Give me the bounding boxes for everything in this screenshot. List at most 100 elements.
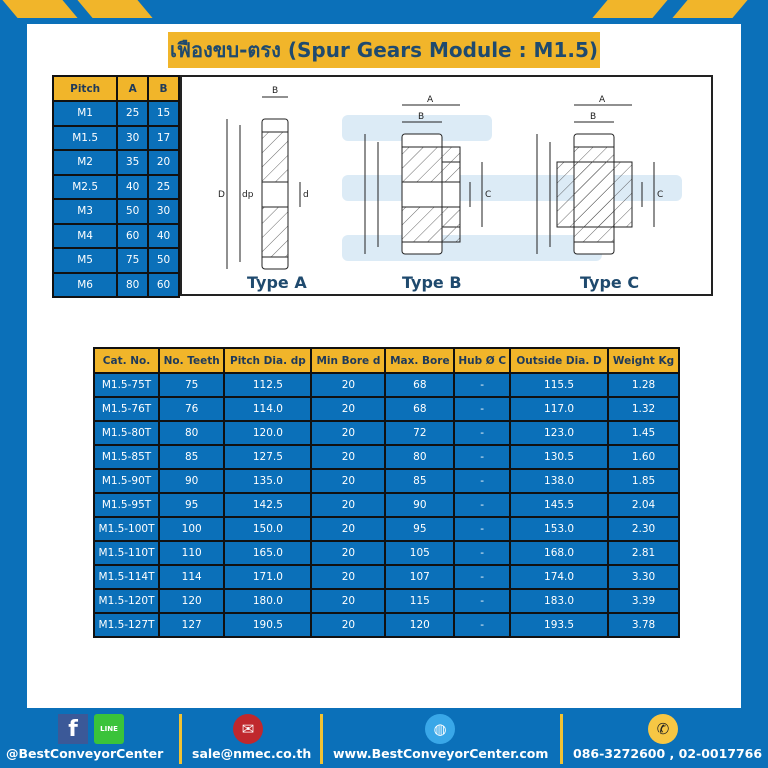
type-a-label: Type A — [247, 273, 307, 292]
spec-cell: M1.5-90T — [92, 468, 161, 494]
spec-cell: 115 — [384, 588, 456, 614]
phone-numbers[interactable]: 086-3272600 , 02-0017766 — [573, 746, 763, 761]
spec-cell: 20 — [310, 420, 387, 446]
type-a-drawing — [226, 96, 301, 270]
spec-cell: 20 — [310, 540, 387, 566]
spec-cell: 174.0 — [509, 564, 610, 590]
spec-cell: 3.78 — [607, 612, 680, 638]
spec-cell: 120 — [158, 588, 226, 614]
social-handle[interactable]: @BestConveyorCenter — [6, 746, 164, 761]
table-row: M3 50 30 — [51, 198, 180, 225]
decor-stripe — [592, 0, 668, 18]
spec-table: Cat. No. No. Teeth Pitch Dia. dp Min Bore d… — [92, 347, 680, 638]
spec-cell: 115.5 — [509, 372, 610, 398]
spec-header-cell: Weight Kg — [607, 347, 680, 374]
spec-cell: 20 — [310, 564, 387, 590]
dim-label-b: B — [590, 112, 596, 122]
email-icon: ✉ — [233, 714, 263, 744]
pitch-cell: 75 — [116, 247, 150, 274]
spec-cell: 1.60 — [607, 444, 680, 470]
table-row: M1 25 15 — [51, 100, 180, 127]
spec-cell: 120 — [384, 612, 456, 638]
table-row: M1.5-114T 114 171.0 20 107-174.0 3.30 — [92, 564, 680, 590]
spec-cell: 168.0 — [509, 540, 610, 566]
spec-header-cell: Max. Bore — [384, 347, 456, 374]
table-row: M1.5-75T 75 112.5 20 68-115.5 1.28 — [92, 372, 680, 398]
spec-cell: 1.85 — [607, 468, 680, 494]
spec-cell: 145.5 — [509, 492, 610, 518]
spec-cell: 3.39 — [607, 588, 680, 614]
spec-cell: M1.5-80T — [92, 420, 161, 446]
spec-cell: 80 — [384, 444, 456, 470]
spec-cell: 120.0 — [223, 420, 313, 446]
spec-cell: M1.5-127T — [92, 612, 161, 638]
spec-header-cell: No. Teeth — [158, 347, 226, 374]
spec-cell: 3.30 — [607, 564, 680, 590]
spec-cell: 138.0 — [509, 468, 610, 494]
spec-cell: 135.0 — [223, 468, 313, 494]
spec-cell: 20 — [310, 372, 387, 398]
spec-cell: 20 — [310, 396, 387, 422]
spec-cell: 165.0 — [223, 540, 313, 566]
pitch-cell: 40 — [116, 173, 150, 200]
spec-cell: 1.45 — [607, 420, 680, 446]
table-row: M2.5 40 25 — [51, 173, 180, 200]
line-icon[interactable]: LINE — [94, 714, 124, 744]
spec-cell: 68 — [384, 372, 456, 398]
footer: f LINE @BestConveyorCenter ✉ sale@nmec.c… — [0, 710, 768, 768]
spec-cell: 80 — [158, 420, 226, 446]
spec-cell: 20 — [310, 516, 387, 542]
decor-stripe — [2, 0, 78, 18]
website-link[interactable]: www.BestConveyorCenter.com — [333, 746, 549, 761]
type-b-label: Type B — [402, 273, 462, 292]
table-row: M1.5-76T 76 114.0 20 68-117.0 1.32 — [92, 396, 680, 422]
pitch-cell: 60 — [147, 271, 180, 298]
table-row: M5 75 50 — [51, 247, 180, 274]
spec-cell: - — [453, 564, 512, 590]
pitch-cell: 40 — [147, 222, 180, 249]
spec-cell: M1.5-95T — [92, 492, 161, 518]
spec-cell: - — [453, 540, 512, 566]
pitch-cell: 50 — [147, 247, 180, 274]
table-row: M1.5-127T 127 190.5 20 120-193.5 3.78 — [92, 612, 680, 638]
spec-cell: 76 — [158, 396, 226, 422]
pitch-cell: 17 — [147, 124, 180, 151]
spec-cell: 85 — [158, 444, 226, 470]
table-row: M1.5-100T 100 150.0 20 95-153.0 2.30 — [92, 516, 680, 542]
spec-cell: 183.0 — [509, 588, 610, 614]
spec-cell: 123.0 — [509, 420, 610, 446]
spec-cell: 105 — [384, 540, 456, 566]
pitch-cell: 15 — [147, 100, 180, 127]
spec-cell: 112.5 — [223, 372, 313, 398]
gear-type-diagram: B D dp d A B C A B C Type A Type B Type … — [180, 75, 713, 296]
spec-cell: 114 — [158, 564, 226, 590]
table-row: M1.5-110T 110 165.0 20 105-168.0 2.81 — [92, 540, 680, 566]
table-row: M1.5-120T 120 180.0 20 115-183.0 3.39 — [92, 588, 680, 614]
table-row: M6 80 60 — [51, 271, 180, 298]
spec-cell: M1.5-85T — [92, 444, 161, 470]
spec-cell: 127.5 — [223, 444, 313, 470]
spec-cell: 190.5 — [223, 612, 313, 638]
spec-cell: 1.28 — [607, 372, 680, 398]
spec-cell: 20 — [310, 468, 387, 494]
spec-cell: 142.5 — [223, 492, 313, 518]
spec-cell: 117.0 — [509, 396, 610, 422]
pitch-cell: M3 — [51, 198, 119, 225]
spec-cell: 107 — [384, 564, 456, 590]
pitch-cell: M4 — [51, 222, 119, 249]
decor-stripe — [77, 0, 153, 18]
pitch-cell: M1 — [51, 100, 119, 127]
facebook-icon[interactable]: f — [58, 714, 88, 744]
spec-cell: 2.30 — [607, 516, 680, 542]
spec-cell: 180.0 — [223, 588, 313, 614]
spec-cell: M1.5-120T — [92, 588, 161, 614]
spec-header-cell: Min Bore d — [310, 347, 387, 374]
page-title: เฟืองขบ-ตรง (Spur Gears Module : M1.5) — [168, 32, 600, 68]
decor-stripe — [672, 0, 748, 18]
dim-label-c: C — [657, 190, 663, 200]
pitch-cell: 30 — [116, 124, 150, 151]
spec-cell: 72 — [384, 420, 456, 446]
email-link[interactable]: sale@nmec.co.th — [192, 746, 312, 761]
type-c-label: Type C — [580, 273, 640, 292]
dim-label-a: A — [599, 95, 606, 105]
